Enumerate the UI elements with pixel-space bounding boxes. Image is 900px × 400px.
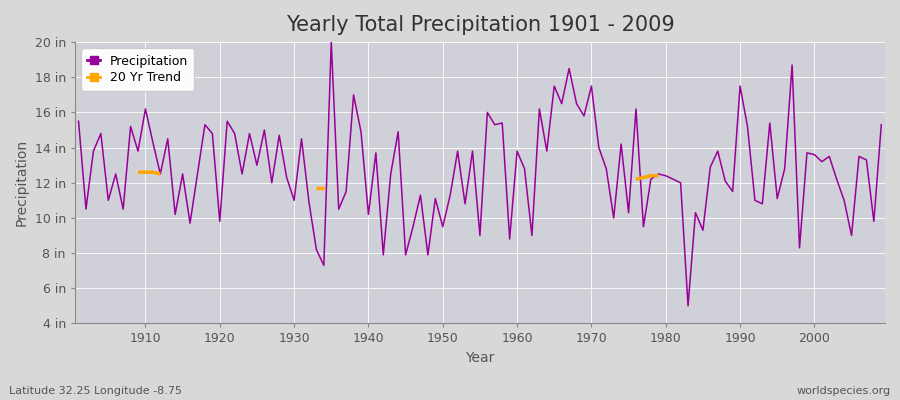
- X-axis label: Year: Year: [465, 351, 495, 365]
- Text: worldspecies.org: worldspecies.org: [796, 386, 891, 396]
- Title: Yearly Total Precipitation 1901 - 2009: Yearly Total Precipitation 1901 - 2009: [285, 15, 674, 35]
- Y-axis label: Precipitation: Precipitation: [15, 139, 29, 226]
- Text: Latitude 32.25 Longitude -8.75: Latitude 32.25 Longitude -8.75: [9, 386, 182, 396]
- Legend: Precipitation, 20 Yr Trend: Precipitation, 20 Yr Trend: [81, 48, 194, 91]
